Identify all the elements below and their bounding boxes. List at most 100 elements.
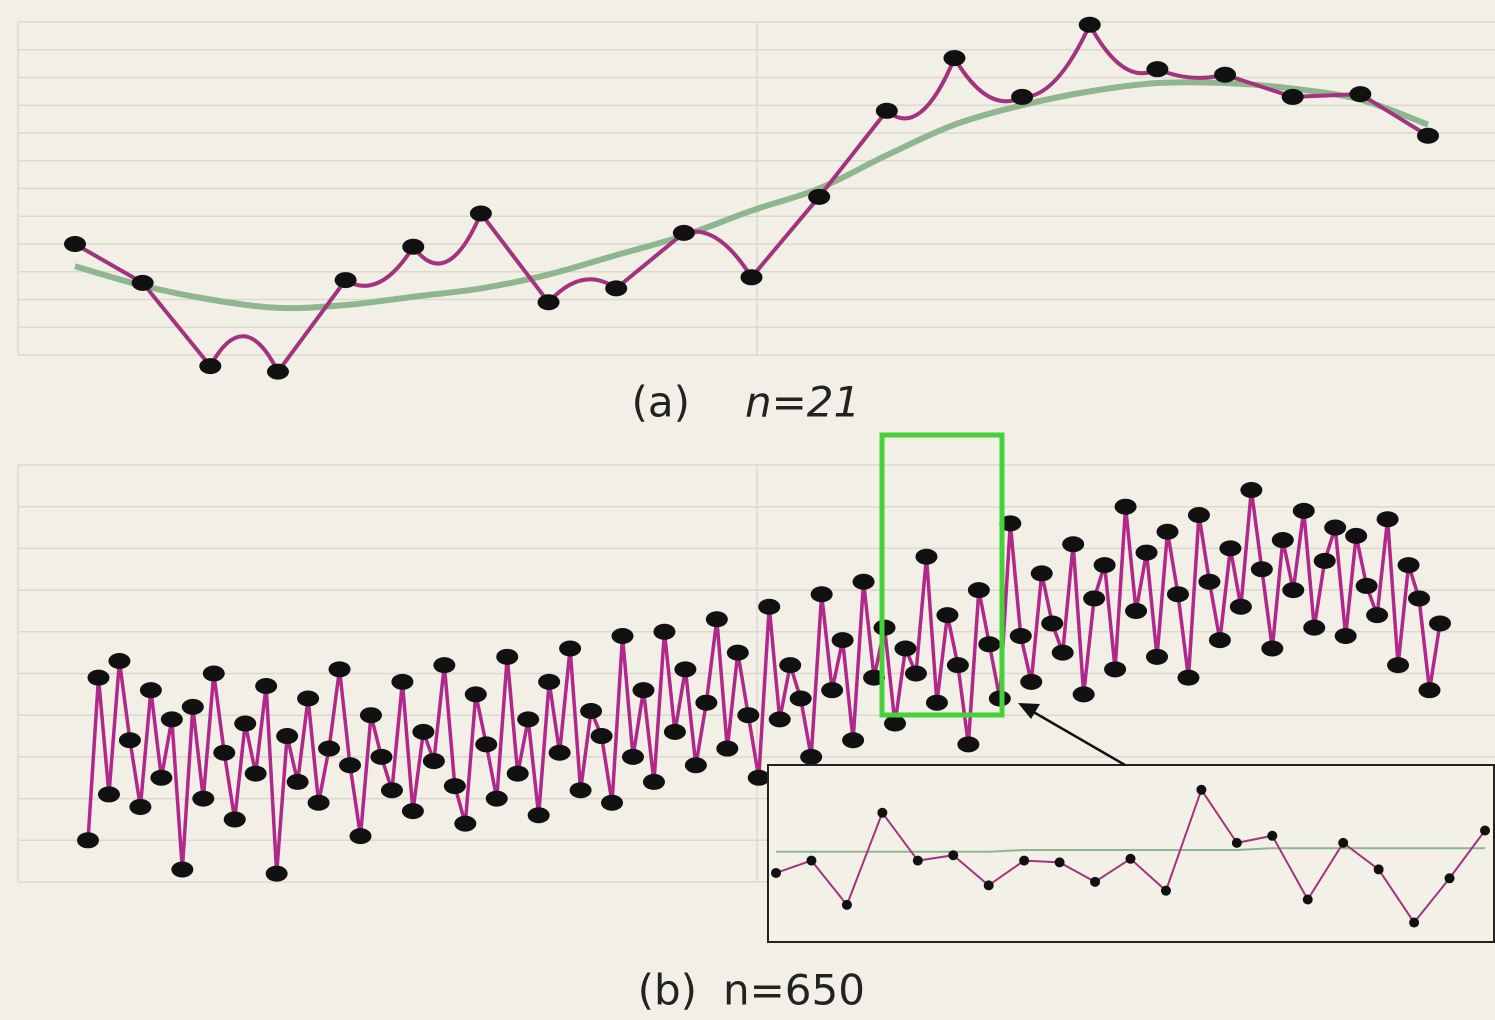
- data-point: [611, 627, 634, 644]
- data-point: [223, 811, 246, 828]
- data-point: [139, 682, 162, 699]
- data-point: [307, 794, 330, 811]
- data-point: [1292, 502, 1315, 519]
- data-point: [276, 728, 299, 745]
- data-point: [747, 769, 770, 786]
- data-point: [779, 657, 802, 674]
- data-point: [1135, 544, 1158, 561]
- data-point: [948, 850, 959, 861]
- data-point: [1345, 527, 1368, 544]
- data-point: [422, 753, 445, 770]
- data-point: [297, 690, 320, 707]
- data-point: [800, 748, 823, 765]
- data-point: [1281, 88, 1304, 105]
- data-point: [97, 786, 120, 803]
- data-point: [380, 782, 403, 799]
- data-point: [464, 686, 487, 703]
- inset-frame: [767, 764, 1495, 943]
- data-line: [776, 847, 1485, 853]
- data-point: [740, 269, 763, 286]
- data-point: [192, 790, 215, 807]
- data-point: [475, 736, 498, 753]
- data-point: [318, 740, 341, 757]
- zoom-arrow-head: [1018, 703, 1040, 719]
- data-point: [877, 807, 888, 818]
- data-point: [1187, 507, 1210, 524]
- data-point: [401, 803, 424, 820]
- data-point: [265, 865, 288, 882]
- data-point: [590, 728, 613, 745]
- data-point: [1418, 682, 1441, 699]
- data-point: [1313, 552, 1336, 569]
- data-point: [1229, 598, 1252, 615]
- data-point: [912, 855, 923, 866]
- data-point: [1250, 561, 1273, 578]
- data-line: [86, 488, 1442, 876]
- data-point: [1444, 873, 1455, 884]
- data-point: [1387, 657, 1410, 674]
- data-point: [286, 773, 309, 790]
- data-point: [653, 623, 676, 640]
- data-point: [925, 694, 948, 711]
- data-point: [150, 769, 173, 786]
- data-point: [821, 682, 844, 699]
- data-point: [1334, 627, 1357, 644]
- data-point: [1208, 632, 1231, 649]
- data-point: [244, 765, 267, 782]
- data-point: [771, 867, 781, 878]
- data-point: [1125, 602, 1148, 619]
- data-point: [1409, 917, 1420, 928]
- data-point: [695, 694, 718, 711]
- data-point: [873, 619, 896, 636]
- data-point: [1324, 519, 1347, 536]
- data-point: [852, 573, 875, 590]
- trend-line: [74, 79, 1430, 312]
- data-point: [810, 586, 833, 603]
- data-point: [469, 205, 492, 222]
- data-point: [632, 682, 655, 699]
- data-point: [1214, 66, 1237, 83]
- data-point: [213, 744, 236, 761]
- data-point: [1030, 565, 1053, 582]
- data-point: [391, 673, 414, 690]
- data-point: [580, 703, 603, 720]
- data-point: [789, 690, 812, 707]
- caption: (b): [638, 966, 697, 1015]
- data-point: [506, 765, 529, 782]
- data-point: [1282, 582, 1305, 599]
- data-point: [1054, 857, 1065, 868]
- data-point: [768, 711, 791, 728]
- data-point: [1177, 669, 1200, 686]
- data-point: [1166, 586, 1189, 603]
- data-point: [1366, 607, 1389, 624]
- data-point: [266, 363, 289, 380]
- zoom-arrow: [1029, 708, 1126, 767]
- data-point: [904, 665, 927, 682]
- data-point: [199, 358, 222, 375]
- data-point: [1373, 864, 1384, 875]
- data-point: [1104, 661, 1127, 678]
- data-point: [1114, 498, 1137, 515]
- data-point: [1093, 557, 1116, 574]
- data-point: [1196, 784, 1207, 795]
- data-point: [841, 899, 852, 910]
- data-point: [884, 715, 907, 732]
- data-point: [569, 782, 592, 799]
- data-point: [1355, 577, 1378, 594]
- data-point: [967, 582, 990, 599]
- data-point: [160, 711, 183, 728]
- data-point: [181, 698, 204, 715]
- data-point: [716, 740, 739, 757]
- data-point: [1062, 536, 1085, 553]
- data-point: [118, 732, 141, 749]
- data-point: [1125, 853, 1136, 864]
- data-point: [1072, 686, 1095, 703]
- data-point: [1083, 590, 1106, 607]
- data-point: [202, 665, 225, 682]
- data-point: [370, 748, 393, 765]
- data-point: [663, 723, 686, 740]
- data-point: [1090, 876, 1101, 887]
- data-point: [1198, 573, 1221, 590]
- data-point: [1009, 627, 1032, 644]
